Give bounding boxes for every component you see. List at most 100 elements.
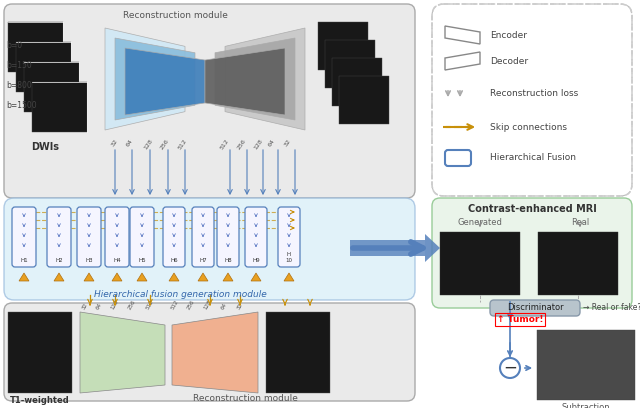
Polygon shape xyxy=(284,273,294,281)
Text: Encoder: Encoder xyxy=(490,31,527,40)
Polygon shape xyxy=(115,38,195,120)
FancyBboxPatch shape xyxy=(4,198,415,300)
Text: 512: 512 xyxy=(177,138,188,151)
Polygon shape xyxy=(537,330,635,400)
FancyBboxPatch shape xyxy=(105,207,129,267)
Circle shape xyxy=(500,358,520,378)
FancyBboxPatch shape xyxy=(278,207,300,267)
Text: Subtraction: Subtraction xyxy=(562,403,611,408)
Polygon shape xyxy=(112,273,122,281)
Text: Reconstruction loss: Reconstruction loss xyxy=(490,89,579,98)
Text: 128: 128 xyxy=(253,138,264,151)
Text: H2: H2 xyxy=(55,258,63,263)
Polygon shape xyxy=(8,312,72,393)
Text: Real: Real xyxy=(571,218,589,227)
Text: Discriminator: Discriminator xyxy=(507,304,563,313)
Text: 128: 128 xyxy=(204,299,212,311)
Text: H9: H9 xyxy=(252,258,260,263)
Text: 32: 32 xyxy=(236,302,244,311)
Polygon shape xyxy=(205,48,285,115)
Text: 512: 512 xyxy=(170,299,180,311)
FancyBboxPatch shape xyxy=(77,207,101,267)
FancyBboxPatch shape xyxy=(490,300,580,316)
Text: b=1500: b=1500 xyxy=(6,100,36,109)
FancyBboxPatch shape xyxy=(432,4,632,196)
Text: 64: 64 xyxy=(95,302,103,311)
Text: H
10: H 10 xyxy=(285,252,292,263)
Text: DWIs: DWIs xyxy=(31,142,59,152)
Polygon shape xyxy=(223,273,233,281)
Polygon shape xyxy=(32,82,87,132)
Text: H8: H8 xyxy=(224,258,232,263)
Text: 64: 64 xyxy=(268,138,276,147)
Text: T1-weighted: T1-weighted xyxy=(10,396,70,405)
Text: 64: 64 xyxy=(220,302,228,311)
Polygon shape xyxy=(198,273,208,281)
Text: H4: H4 xyxy=(113,258,121,263)
Text: 128: 128 xyxy=(110,299,120,311)
FancyBboxPatch shape xyxy=(4,303,415,401)
Polygon shape xyxy=(538,232,618,295)
Polygon shape xyxy=(266,312,330,393)
FancyBboxPatch shape xyxy=(130,207,154,267)
Text: 256: 256 xyxy=(159,138,170,151)
FancyBboxPatch shape xyxy=(12,207,36,267)
Polygon shape xyxy=(215,38,295,120)
Polygon shape xyxy=(125,48,205,115)
Text: H6: H6 xyxy=(170,258,178,263)
Text: Reconstruction module: Reconstruction module xyxy=(193,394,298,403)
Polygon shape xyxy=(105,28,185,130)
FancyBboxPatch shape xyxy=(192,207,214,267)
Polygon shape xyxy=(137,273,147,281)
Text: Hierarchical Fusion: Hierarchical Fusion xyxy=(490,153,576,162)
Polygon shape xyxy=(19,273,29,281)
Text: 32: 32 xyxy=(284,138,292,147)
Text: Skip connections: Skip connections xyxy=(490,122,567,131)
Text: 256: 256 xyxy=(127,299,137,311)
Text: Generated: Generated xyxy=(458,218,502,227)
Text: b=0: b=0 xyxy=(6,40,22,49)
Text: H7: H7 xyxy=(199,258,207,263)
Polygon shape xyxy=(251,273,261,281)
Text: 32: 32 xyxy=(111,138,119,147)
Polygon shape xyxy=(440,232,520,295)
Text: 512: 512 xyxy=(220,138,230,151)
Text: 256: 256 xyxy=(237,138,248,151)
Text: 512: 512 xyxy=(145,299,155,311)
FancyBboxPatch shape xyxy=(47,207,71,267)
Text: b=800: b=800 xyxy=(6,80,32,89)
Polygon shape xyxy=(84,273,94,281)
Text: −: − xyxy=(503,359,517,377)
Text: Decoder: Decoder xyxy=(490,56,528,66)
Text: Hierarchical fusion generation module: Hierarchical fusion generation module xyxy=(93,290,266,299)
Text: ↑ Tumor!: ↑ Tumor! xyxy=(497,315,543,324)
Polygon shape xyxy=(54,273,64,281)
Text: Contrast-enhanced MRI: Contrast-enhanced MRI xyxy=(468,204,596,214)
Polygon shape xyxy=(318,22,368,70)
Polygon shape xyxy=(339,76,389,124)
Polygon shape xyxy=(24,62,79,112)
Polygon shape xyxy=(332,58,382,106)
Polygon shape xyxy=(8,22,63,72)
Text: 128: 128 xyxy=(143,138,154,151)
FancyBboxPatch shape xyxy=(4,4,415,198)
FancyBboxPatch shape xyxy=(445,150,471,166)
Polygon shape xyxy=(425,234,440,262)
FancyBboxPatch shape xyxy=(163,207,185,267)
FancyBboxPatch shape xyxy=(245,207,267,267)
Text: b=150: b=150 xyxy=(6,60,32,69)
Text: H1: H1 xyxy=(20,258,28,263)
Text: H3: H3 xyxy=(85,258,93,263)
Text: H5: H5 xyxy=(138,258,146,263)
Polygon shape xyxy=(16,42,71,92)
Text: Reconstruction module: Reconstruction module xyxy=(123,11,227,20)
Polygon shape xyxy=(80,312,165,393)
Polygon shape xyxy=(169,273,179,281)
Text: 256: 256 xyxy=(186,299,196,311)
Polygon shape xyxy=(325,40,375,88)
Polygon shape xyxy=(172,312,258,393)
Text: 64: 64 xyxy=(125,138,134,147)
Text: → Real or fake?: → Real or fake? xyxy=(583,304,640,313)
FancyBboxPatch shape xyxy=(432,198,632,308)
FancyBboxPatch shape xyxy=(217,207,239,267)
